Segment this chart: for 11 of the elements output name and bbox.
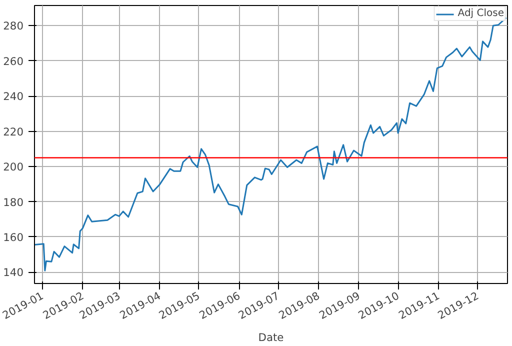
- y-tick-label: 140: [3, 266, 24, 280]
- y-tick-label: 280: [3, 20, 24, 33]
- y-tick-label: 260: [3, 54, 24, 68]
- y-tick-label: 200: [3, 160, 24, 174]
- y-tick-label: 240: [3, 90, 24, 104]
- y-tick-label: 160: [3, 230, 24, 244]
- y-tick-label: 220: [3, 125, 24, 138]
- y-tick-label: 180: [3, 196, 24, 209]
- legend-label: Adj Close: [458, 8, 504, 19]
- line-series: [34, 16, 507, 272]
- x-axis-title: Date: [258, 330, 284, 344]
